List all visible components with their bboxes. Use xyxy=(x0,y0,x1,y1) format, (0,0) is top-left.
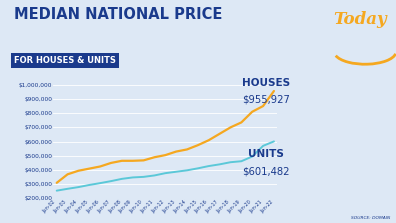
Text: $955,927: $955,927 xyxy=(242,95,290,105)
Text: HOUSES: HOUSES xyxy=(242,78,290,88)
Text: UNITS: UNITS xyxy=(248,149,284,159)
Text: $601,482: $601,482 xyxy=(243,166,290,176)
Text: FOR HOUSES & UNITS: FOR HOUSES & UNITS xyxy=(14,56,116,65)
Text: MEDIAN NATIONAL PRICE: MEDIAN NATIONAL PRICE xyxy=(14,7,223,22)
Text: Today: Today xyxy=(333,11,386,28)
Text: SOURCE: DOMAIN: SOURCE: DOMAIN xyxy=(351,216,390,220)
